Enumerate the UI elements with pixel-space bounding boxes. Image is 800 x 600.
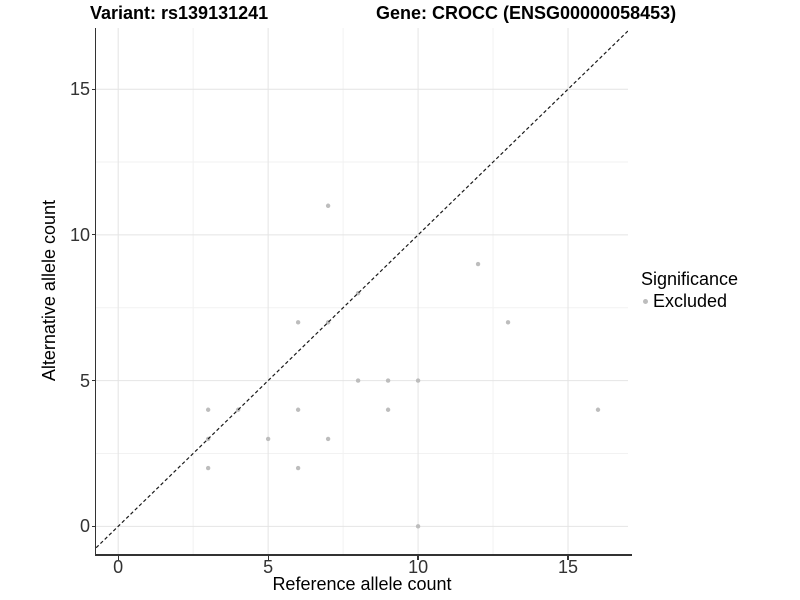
data-point bbox=[265, 436, 271, 442]
y-tick-label: 5 bbox=[79, 370, 90, 391]
y-tick-mark bbox=[91, 88, 96, 90]
plot-panel bbox=[96, 28, 628, 554]
x-axis-line bbox=[94, 554, 632, 556]
y-tick-mark bbox=[91, 234, 96, 236]
y-tick-label: 15 bbox=[69, 79, 90, 100]
legend-point-icon bbox=[643, 299, 648, 304]
data-point bbox=[355, 378, 361, 383]
y-axis-title: Alternative allele count bbox=[38, 28, 60, 554]
data-point bbox=[505, 320, 511, 325]
legend-title: Significance bbox=[641, 269, 739, 289]
x-tick-label: 0 bbox=[113, 557, 124, 577]
y-tick-label: 10 bbox=[69, 224, 90, 245]
gene-title: Gene: CROCC (ENSG00000058453) bbox=[376, 3, 677, 23]
y-axis-line bbox=[94, 28, 96, 556]
data-point bbox=[325, 203, 331, 208]
legend: Significance Excluded bbox=[641, 269, 738, 312]
data-point bbox=[415, 524, 421, 529]
data-point bbox=[205, 407, 211, 412]
x-tick-mark bbox=[267, 555, 269, 560]
legend-item-label: Excluded bbox=[653, 291, 728, 311]
legend-item-excluded: Excluded bbox=[641, 291, 738, 312]
x-tick-label: 5 bbox=[263, 557, 274, 577]
data-point bbox=[385, 407, 391, 412]
data-point bbox=[595, 407, 601, 412]
data-point bbox=[415, 378, 421, 383]
data-point bbox=[295, 407, 301, 412]
data-point bbox=[295, 465, 301, 471]
identity-line bbox=[96, 30, 628, 549]
data-point bbox=[385, 378, 391, 383]
y-tick-mark bbox=[91, 380, 96, 382]
data-point bbox=[325, 436, 331, 442]
data-point bbox=[205, 465, 211, 471]
x-tick-mark bbox=[117, 555, 119, 560]
x-tick-mark bbox=[417, 555, 419, 560]
data-point bbox=[475, 261, 481, 267]
x-tick-label: 10 bbox=[408, 557, 429, 577]
x-axis-title: Reference allele count bbox=[272, 574, 452, 594]
x-tick-label: 15 bbox=[558, 557, 579, 577]
variant-title: Variant: rs139131241 bbox=[90, 3, 269, 23]
y-tick-mark bbox=[91, 525, 96, 527]
y-tick-label: 0 bbox=[79, 516, 90, 537]
scatter-plot bbox=[96, 28, 628, 554]
x-tick-mark bbox=[567, 555, 569, 560]
data-point bbox=[295, 320, 301, 325]
